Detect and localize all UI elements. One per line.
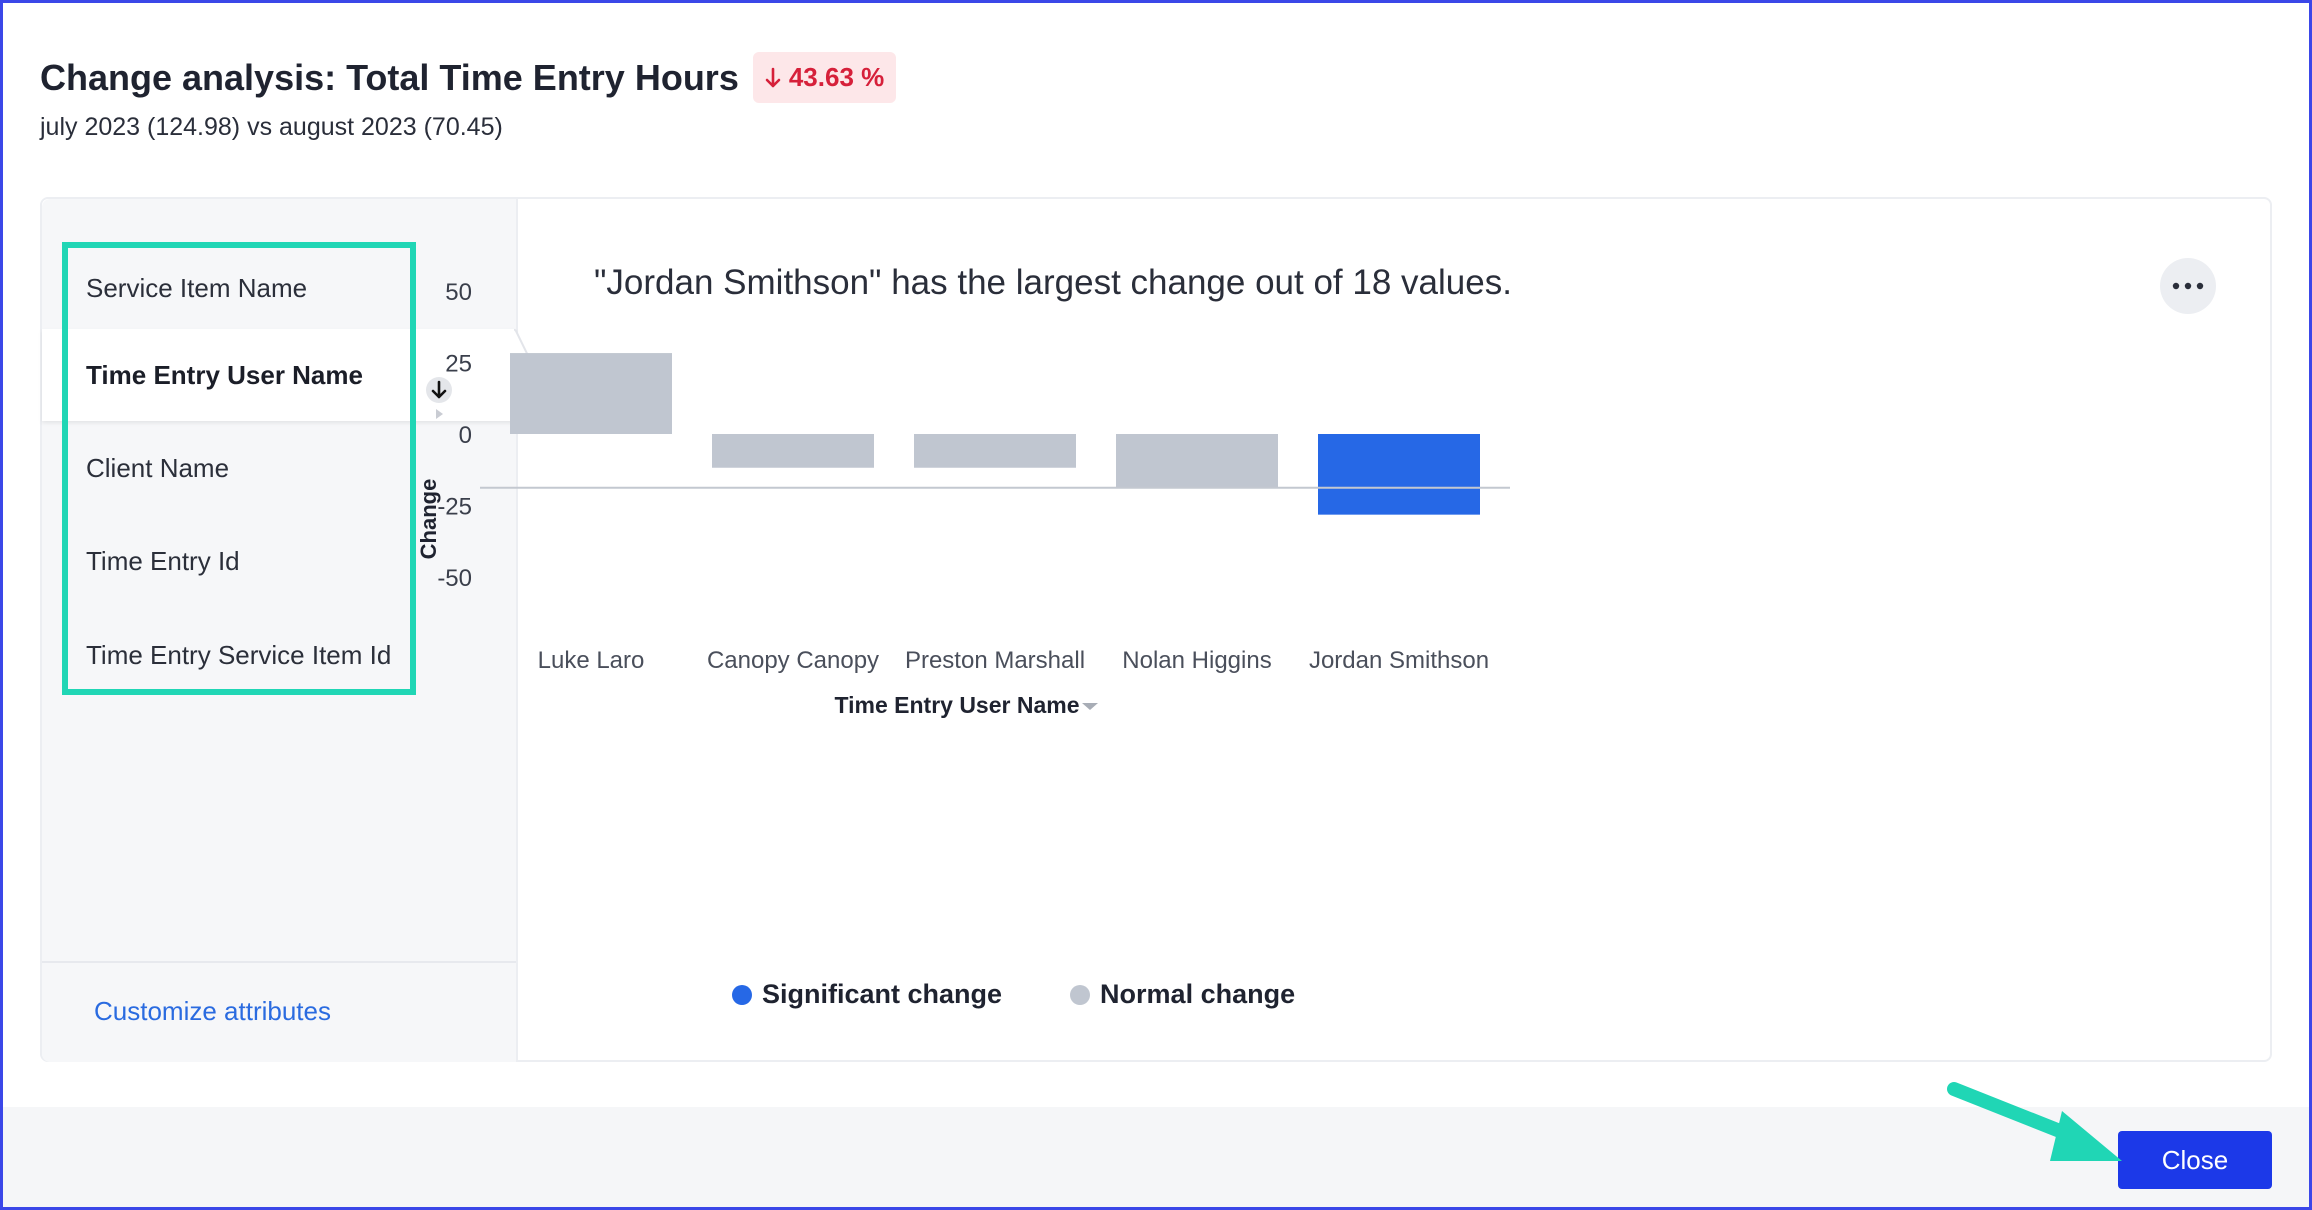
attribute-highlight-box	[62, 242, 416, 695]
change-badge-value: 43.63 %	[788, 62, 885, 92]
bar-luke-laro	[510, 353, 672, 434]
attribute-label: Time Entry Id	[86, 545, 240, 576]
attribute-label: Time Entry Service Item Id	[86, 639, 392, 670]
close-button[interactable]: Close	[2118, 1131, 2272, 1189]
more-options-button[interactable]	[2160, 258, 2216, 314]
y-tick-label: 25	[445, 351, 472, 378]
change-badge: 43.63 %	[752, 52, 897, 103]
caret-right-icon	[436, 409, 443, 419]
arrow-down-icon	[765, 67, 781, 87]
insight-text: "Jordan Smithson" has the largest change…	[594, 263, 1512, 302]
attribute-item-time-entry-user-name[interactable]: Time Entry User Name	[42, 329, 516, 421]
bar-canopy-canopy	[712, 434, 874, 468]
chart-legend: Significant change Normal change	[732, 979, 1363, 1010]
y-tick-label: -50	[437, 565, 472, 592]
modal-footer	[3, 1107, 2309, 1207]
x-tick-label: Nolan Higgins	[1122, 647, 1271, 674]
chevron-down-icon	[1082, 703, 1098, 710]
attribute-label: Time Entry User Name	[86, 359, 363, 390]
page-title: Change analysis: Total Time Entry Hours	[40, 56, 739, 98]
legend-dot-normal	[1070, 984, 1091, 1005]
legend-label: Normal change	[1100, 979, 1296, 1009]
legend-item-normal[interactable]: Normal change	[1070, 979, 1295, 1010]
x-axis-label: Time Entry User Name	[834, 692, 1079, 718]
customize-attributes-link[interactable]: Customize attributes	[94, 996, 331, 1026]
legend-dot-significant	[732, 984, 752, 1005]
annotation-arrow-icon	[1947, 1082, 2122, 1161]
y-tick-label: 0	[459, 422, 472, 449]
bar-jordan-smithson	[1318, 434, 1480, 515]
x-tick-label: Canopy Canopy	[707, 647, 879, 674]
attribute-item-time-entry-id[interactable]: Time Entry Id	[42, 515, 516, 607]
y-tick-label: 50	[445, 279, 472, 306]
x-tick-label: Luke Laro	[538, 647, 645, 674]
attribute-item-time-entry-service-item-id[interactable]: Time Entry Service Item Id	[42, 609, 516, 701]
attribute-sidebar: Service Item Name Time Entry User Name C…	[42, 199, 518, 1062]
y-axis-label: Change	[416, 479, 441, 560]
analysis-card: Service Item Name Time Entry User Name C…	[40, 197, 2272, 1062]
attribute-item-service-item-name[interactable]: Service Item Name	[42, 242, 516, 334]
y-tick-label: -25	[437, 494, 472, 521]
ellipsis-icon	[2172, 282, 2204, 290]
x-tick-label: Jordan Smithson	[1309, 647, 1489, 674]
modal-header: Change analysis: Total Time Entry Hours …	[40, 52, 897, 142]
arrow-down-icon	[431, 380, 447, 399]
bar-preston-marshall	[914, 434, 1076, 468]
sidebar-divider	[42, 961, 516, 963]
legend-item-significant[interactable]: Significant change	[732, 979, 1002, 1010]
attribute-label: Service Item Name	[86, 272, 308, 303]
attribute-item-client-name[interactable]: Client Name	[42, 422, 516, 514]
legend-label: Significant change	[762, 979, 1003, 1009]
change-bar-chart: 50 25 0 -25 -50 Change Luke Laro Canopy Canopy P…	[416, 279, 1510, 718]
attribute-label: Client Name	[86, 452, 230, 483]
bar-nolan-higgins	[1116, 434, 1278, 488]
comparison-subtitle: july 2023 (124.98) vs august 2023 (70.45…	[40, 113, 503, 141]
x-tick-label: Preston Marshall	[905, 647, 1085, 674]
